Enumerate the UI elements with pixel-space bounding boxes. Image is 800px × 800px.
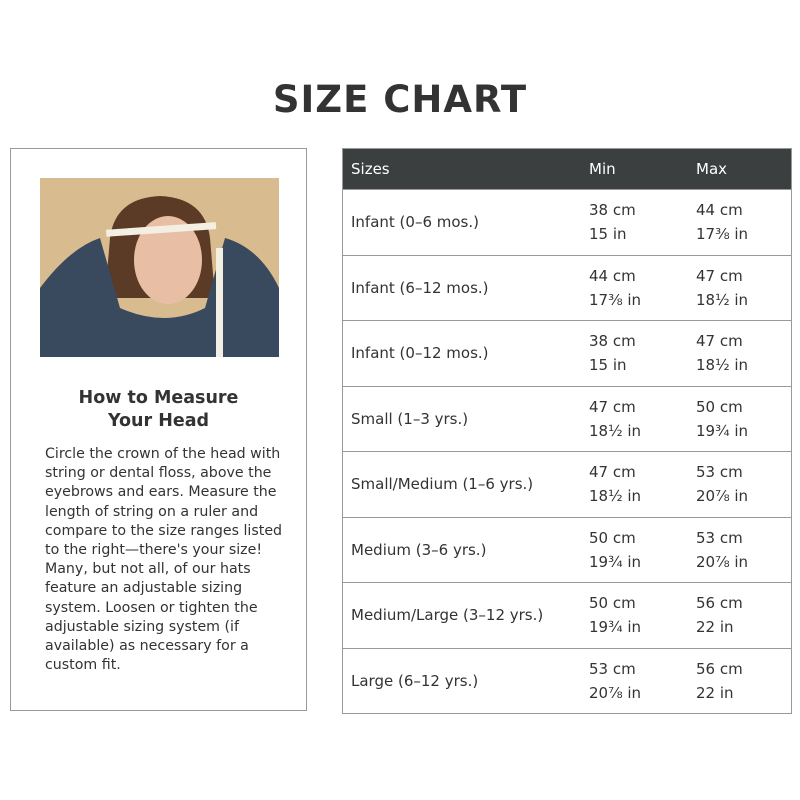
- max-cm: 44 cm: [696, 201, 743, 220]
- guide-heading: How to Measure Your Head: [11, 387, 306, 433]
- measure-guide-card: How to Measure Your Head Circle the crown…: [10, 148, 307, 711]
- table-row: Infant (6–12 mos.) 44 cm 17⅜ in 47 cm 18½ …: [342, 254, 792, 321]
- max-cell: 53 cm 20⅞ in: [696, 516, 792, 583]
- size-cell: Small (1–3 yrs.): [342, 385, 589, 452]
- max-in: 20⅞ in: [696, 552, 749, 571]
- min-cm: 50 cm: [589, 594, 636, 613]
- size-cell: Medium (3–6 yrs.): [342, 516, 589, 583]
- min-cm: 47 cm: [589, 397, 636, 416]
- max-cell: 56 cm 22 in: [696, 582, 792, 648]
- header-sizes: Sizes: [342, 148, 589, 190]
- guide-instructions: Circle the crown of the head with string…: [45, 446, 283, 674]
- min-cm: 47 cm: [589, 463, 636, 482]
- min-cm: 38 cm: [589, 332, 636, 351]
- min-in: 19¾ in: [589, 552, 642, 571]
- woman-illustration: [40, 178, 279, 357]
- guide-heading-line2: Your Head: [107, 411, 210, 431]
- table-header-row: Sizes Min Max: [342, 148, 792, 190]
- max-in: 22 in: [696, 618, 734, 637]
- max-cell: 50 cm 19¾ in: [696, 385, 792, 452]
- min-cell: 53 cm 20⅞ in: [589, 647, 696, 714]
- min-in: 15 in: [589, 356, 627, 375]
- table-row: Small/Medium (1–6 yrs.) 47 cm 18½ in 53 c…: [342, 451, 792, 517]
- min-in: 20⅞ in: [589, 683, 642, 702]
- size-cell: Infant (6–12 mos.): [342, 254, 589, 321]
- size-cell: Infant (0–12 mos.): [342, 320, 589, 386]
- min-cell: 38 cm 15 in: [589, 189, 696, 255]
- table-row: Large (6–12 yrs.) 53 cm 20⅞ in 56 cm 22 in: [342, 647, 792, 714]
- max-cell: 47 cm 18½ in: [696, 254, 792, 321]
- table-row: Infant (0–12 mos.) 38 cm 15 in 47 cm 18½ i…: [342, 320, 792, 386]
- size-cell: Infant (0–6 mos.): [342, 189, 589, 255]
- max-in: 20⅞ in: [696, 487, 749, 506]
- min-cell: 47 cm 18½ in: [589, 385, 696, 452]
- min-in: 15 in: [589, 225, 627, 244]
- min-in: 19¾ in: [589, 618, 642, 637]
- max-in: 22 in: [696, 683, 734, 702]
- min-cm: 53 cm: [589, 659, 636, 678]
- min-cm: 50 cm: [589, 528, 636, 547]
- size-cell: Medium/Large (3–12 yrs.): [342, 582, 589, 648]
- min-cm: 44 cm: [589, 266, 636, 285]
- min-cell: 47 cm 18½ in: [589, 451, 696, 517]
- max-in: 17⅜ in: [696, 225, 749, 244]
- size-cell: Large (6–12 yrs.): [342, 647, 589, 714]
- header-max: Max: [696, 148, 792, 190]
- max-cm: 56 cm: [696, 594, 743, 613]
- min-cell: 50 cm 19¾ in: [589, 516, 696, 583]
- max-in: 18½ in: [696, 290, 749, 309]
- max-cm: 47 cm: [696, 332, 743, 351]
- min-cm: 38 cm: [589, 201, 636, 220]
- min-cell: 38 cm 15 in: [589, 320, 696, 386]
- max-cell: 56 cm 22 in: [696, 647, 792, 714]
- max-cm: 53 cm: [696, 528, 743, 547]
- min-in: 17⅜ in: [589, 290, 642, 309]
- min-in: 18½ in: [589, 487, 642, 506]
- min-cell: 44 cm 17⅜ in: [589, 254, 696, 321]
- max-cm: 53 cm: [696, 463, 743, 482]
- max-cell: 53 cm 20⅞ in: [696, 451, 792, 517]
- table-row: Medium (3–6 yrs.) 50 cm 19¾ in 53 cm 20⅞ i…: [342, 516, 792, 583]
- table-row: Infant (0–6 mos.) 38 cm 15 in 44 cm 17⅜ in: [342, 189, 792, 255]
- max-cell: 44 cm 17⅜ in: [696, 189, 792, 255]
- min-cell: 50 cm 19¾ in: [589, 582, 696, 648]
- page-title: SIZE CHART: [272, 78, 528, 121]
- min-in: 18½ in: [589, 421, 642, 440]
- table-row: Small (1–3 yrs.) 47 cm 18½ in 50 cm 19¾ in: [342, 385, 792, 452]
- guide-heading-line1: How to Measure: [78, 388, 239, 408]
- size-table: Sizes Min Max Infant (0–6 mos.) 38 cm 15 …: [342, 148, 792, 714]
- max-in: 19¾ in: [696, 421, 749, 440]
- size-cell: Small/Medium (1–6 yrs.): [342, 451, 589, 517]
- header-min: Min: [589, 148, 696, 190]
- max-cm: 50 cm: [696, 397, 743, 416]
- head-measuring-photo: [40, 178, 279, 357]
- table-row: Medium/Large (3–12 yrs.) 50 cm 19¾ in 56 …: [342, 582, 792, 648]
- max-cm: 47 cm: [696, 266, 743, 285]
- max-in: 18½ in: [696, 356, 749, 375]
- max-cm: 56 cm: [696, 659, 743, 678]
- max-cell: 47 cm 18½ in: [696, 320, 792, 386]
